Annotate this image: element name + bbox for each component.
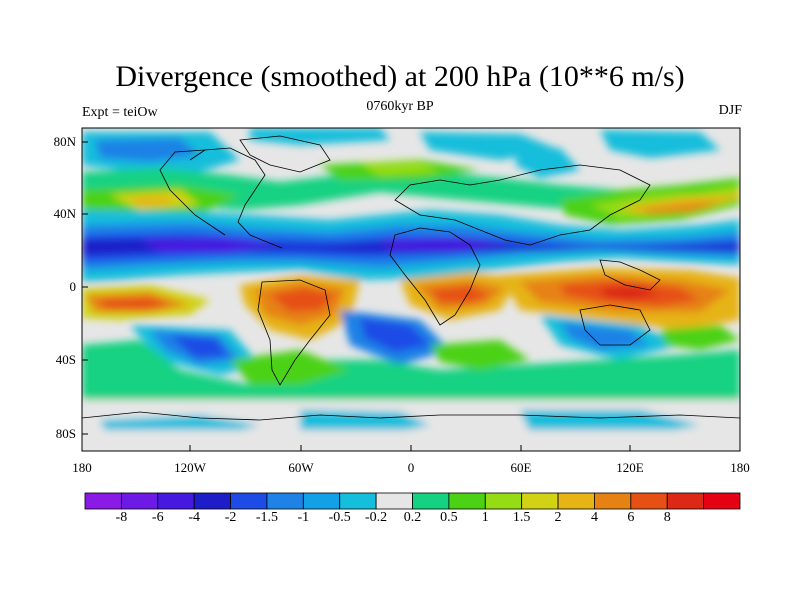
colorbar-swatch (557, 492, 595, 510)
colorbar-swatch (193, 492, 231, 510)
colorbar-swatch (703, 492, 741, 510)
colorbar-label: -6 (151, 510, 164, 525)
colorbar-label: 4 (590, 510, 598, 525)
colorbar-label: 0.5 (440, 510, 458, 525)
colorbar-label: -0.2 (365, 510, 388, 525)
colorbar-label: 0.2 (403, 510, 422, 525)
lon-label-180w: 180 (72, 460, 92, 475)
colorbar-swatch (594, 492, 632, 510)
lon-label-180e: 180 (730, 460, 750, 475)
experiment-label: Expt = teiOw (82, 105, 158, 120)
colorbar-swatch (339, 492, 377, 510)
colorbar-label: 6 (627, 510, 635, 525)
lon-label-120e: 120E (616, 460, 644, 475)
axis-ticks (82, 141, 631, 451)
lat-label-80n: 80N (53, 134, 76, 149)
divergence-field (82, 128, 740, 451)
lon-label-0: 0 (407, 460, 415, 475)
colorbar-label: 8 (663, 510, 671, 525)
colorbar-swatch (302, 492, 341, 510)
colorbar-swatch (266, 492, 304, 510)
colorbar-swatch (84, 492, 122, 510)
colorbar-label: -1 (297, 510, 310, 525)
colorbar-label: 1 (481, 510, 489, 525)
lon-label-60w: 60W (288, 460, 314, 475)
colorbar-swatch (375, 492, 413, 510)
colorbar-swatch (521, 492, 559, 510)
colorbar-label: 1.5 (512, 510, 531, 525)
lat-label-80s: 80S (55, 426, 76, 441)
colorbar-swatch (157, 492, 195, 510)
colorbar-label: -2 (224, 510, 237, 525)
colorbar-label: -1.5 (255, 510, 279, 525)
season-label: DJF (718, 103, 742, 118)
colorbar-label: -4 (188, 510, 200, 525)
colorbar-swatch (630, 492, 668, 510)
colorbar-swatch (448, 492, 486, 510)
lon-label-120w: 120W (174, 460, 206, 475)
colorbar-label: 2 (554, 510, 562, 525)
colorbar-swatch (484, 492, 523, 510)
colorbar-swatch (120, 492, 159, 510)
colorbar-swatch (412, 492, 450, 510)
map-title: Divergence (smoothed) at 200 hPa (10**6 … (115, 60, 685, 93)
lat-label-40n: 40N (53, 206, 76, 221)
lat-label-0: 0 (69, 279, 77, 294)
lon-label-60e: 60E (510, 460, 532, 475)
colorbar-swatch (230, 492, 268, 510)
colorbar-label: -0.5 (328, 510, 351, 525)
colorbar (84, 492, 741, 510)
lat-label-40s: 40S (55, 352, 76, 367)
time-label: 0760kyr BP (366, 99, 434, 114)
coastlines (82, 135, 740, 421)
colorbar-swatch (666, 492, 705, 510)
colorbar-label: -8 (115, 510, 128, 525)
